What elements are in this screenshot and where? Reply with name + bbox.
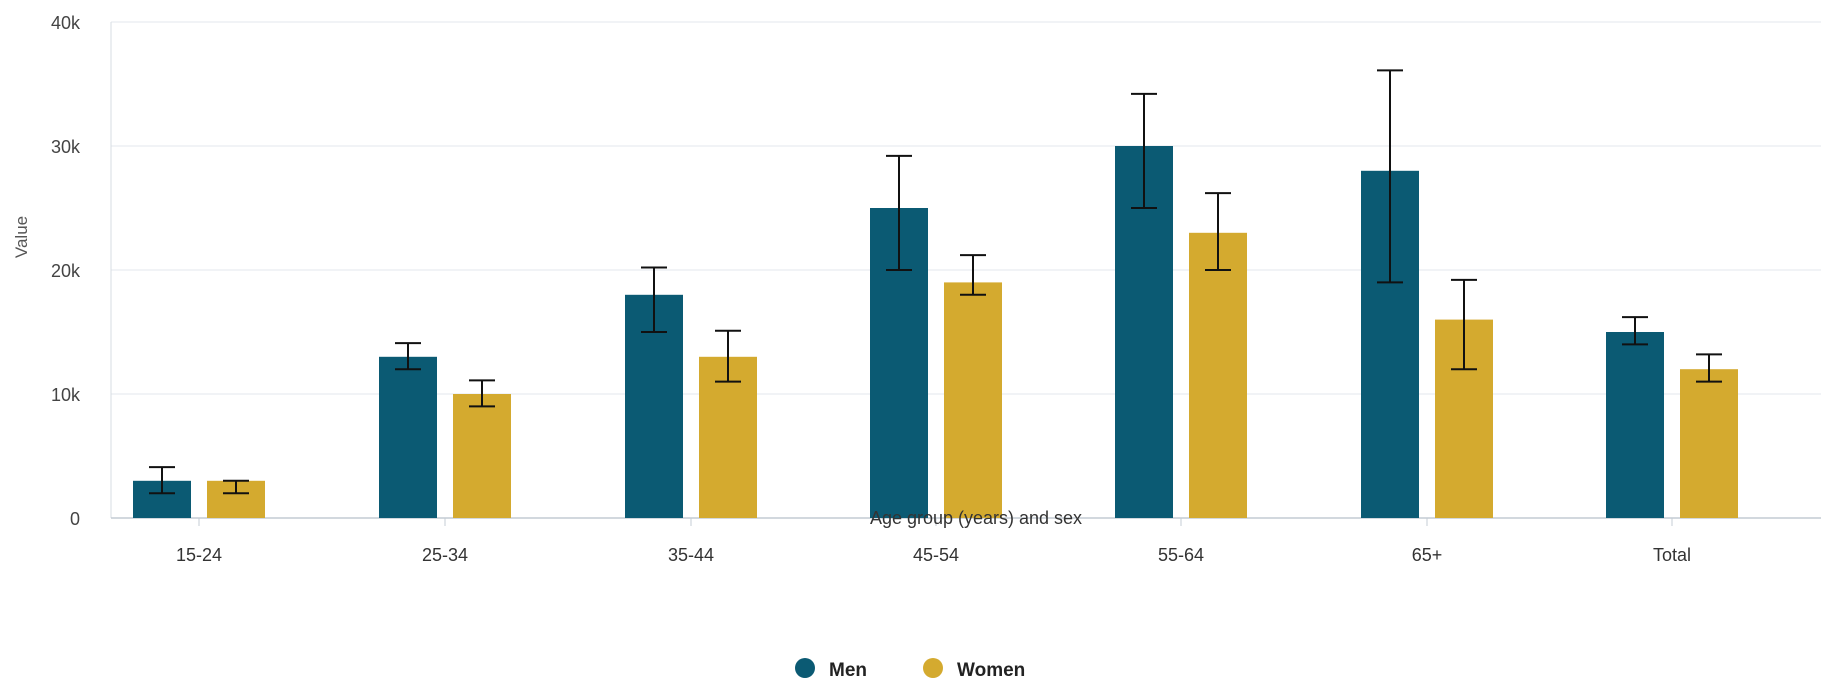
legend-swatch-women — [923, 658, 943, 678]
bar-women-total[interactable] — [1680, 369, 1738, 518]
x-tick-label: 35-44 — [668, 545, 714, 565]
error-bar — [1451, 278, 1477, 371]
x-tick-label: Total — [1653, 545, 1691, 565]
tick-labels: 0 10k 20k 30k 40k 15-24 25-34 35-44 45-54 55-64 65… — [51, 13, 1691, 565]
error-bar — [1622, 316, 1648, 346]
error-bars — [149, 69, 1722, 495]
y-tick-label: 30k — [51, 137, 81, 157]
error-bar — [149, 466, 175, 495]
error-bar — [960, 254, 986, 296]
error-bar — [469, 379, 495, 408]
legend-item-women[interactable]: Women — [923, 658, 1025, 681]
error-bar — [1696, 353, 1722, 383]
error-bar — [641, 266, 667, 333]
legend-label-men: Men — [829, 660, 867, 680]
x-tick-label: 45-54 — [913, 545, 959, 565]
y-tick-label: 10k — [51, 385, 81, 405]
legend-item-men[interactable]: Men — [795, 658, 867, 681]
bar-women-35-44[interactable] — [699, 356, 757, 518]
x-tick-label: 65+ — [1412, 545, 1443, 565]
y-axis-label: Value — [12, 216, 31, 258]
legend-swatch-men — [795, 658, 815, 678]
x-axis-label: Age group (years) and sex — [870, 508, 1082, 528]
bar-men-total[interactable] — [1606, 332, 1664, 518]
y-tick-label: 20k — [51, 261, 81, 281]
x-tick-label: 15-24 — [176, 545, 222, 565]
bar-women-25-34[interactable] — [453, 394, 511, 518]
x-tick-label: 25-34 — [422, 545, 468, 565]
error-bar — [1377, 69, 1403, 284]
bar-women-55-64[interactable] — [1189, 232, 1247, 519]
bars — [133, 146, 1738, 519]
error-bar — [886, 154, 912, 271]
error-bar — [223, 479, 249, 495]
error-bar — [1131, 92, 1157, 209]
error-bar — [395, 342, 421, 371]
bar-women-45-54[interactable] — [944, 282, 1002, 518]
bar-men-25-34[interactable] — [379, 356, 437, 518]
y-tick-label: 0 — [70, 509, 80, 529]
y-tick-label: 40k — [51, 13, 81, 33]
legend: Men Women — [795, 658, 1025, 681]
error-bar — [715, 329, 741, 383]
legend-label-women: Women — [957, 660, 1025, 680]
error-bar — [1205, 192, 1231, 271]
x-tick-label: 55-64 — [1158, 545, 1204, 565]
